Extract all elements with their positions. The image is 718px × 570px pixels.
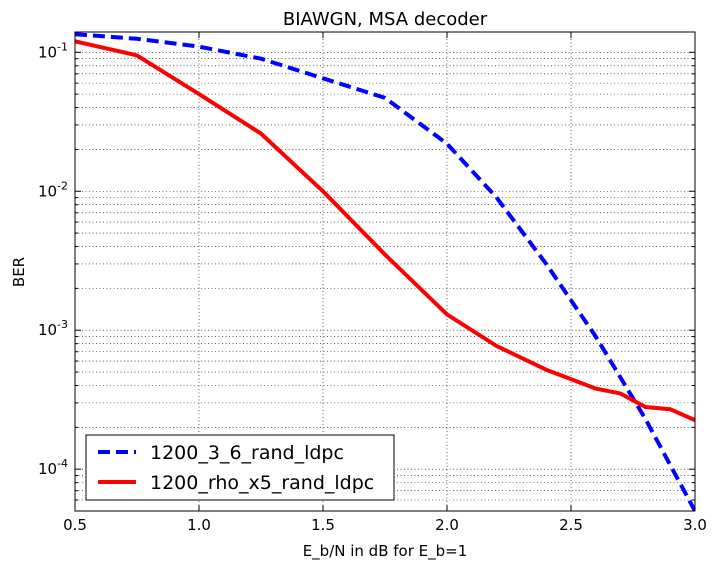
x-tick-label: 1.0 [187, 516, 211, 534]
legend-box [85, 434, 395, 501]
y-axis-label: BER [10, 257, 28, 287]
y-tick-label: 10-4 [38, 457, 68, 478]
plot-frame [74, 31, 696, 512]
y-tick-label: 10-2 [38, 179, 68, 200]
x-tick-label: 2.0 [435, 516, 459, 534]
x-tick-label: 1.5 [311, 516, 335, 534]
chart-title: BIAWGN, MSA decoder [283, 9, 488, 30]
y-tick-label: 10-3 [38, 318, 68, 339]
x-tick-label: 3.0 [683, 516, 707, 534]
series-line-2 [75, 39, 695, 423]
series-line-1 [75, 32, 695, 511]
series-lines [75, 32, 695, 511]
legend: 1200_3_6_rand_ldpc 1200_rho_x5_rand_ldpc [85, 434, 395, 501]
y-tick-label: 10-1 [38, 40, 68, 61]
x-tick-label: 2.5 [559, 516, 583, 534]
legend-label-series-2: 1200_rho_x5_rand_ldpc [150, 472, 374, 494]
axis-ticks: 0.5 1.0 1.5 2.0 2.5 3.0 10-1 10-2 10-3 10-4 [38, 32, 707, 534]
x-axis-label: E_b/N in dB for E_b=1 [303, 542, 468, 561]
legend-label-series-1: 1200_3_6_rand_ldpc [150, 442, 344, 464]
x-tick-label: 0.5 [63, 516, 87, 534]
